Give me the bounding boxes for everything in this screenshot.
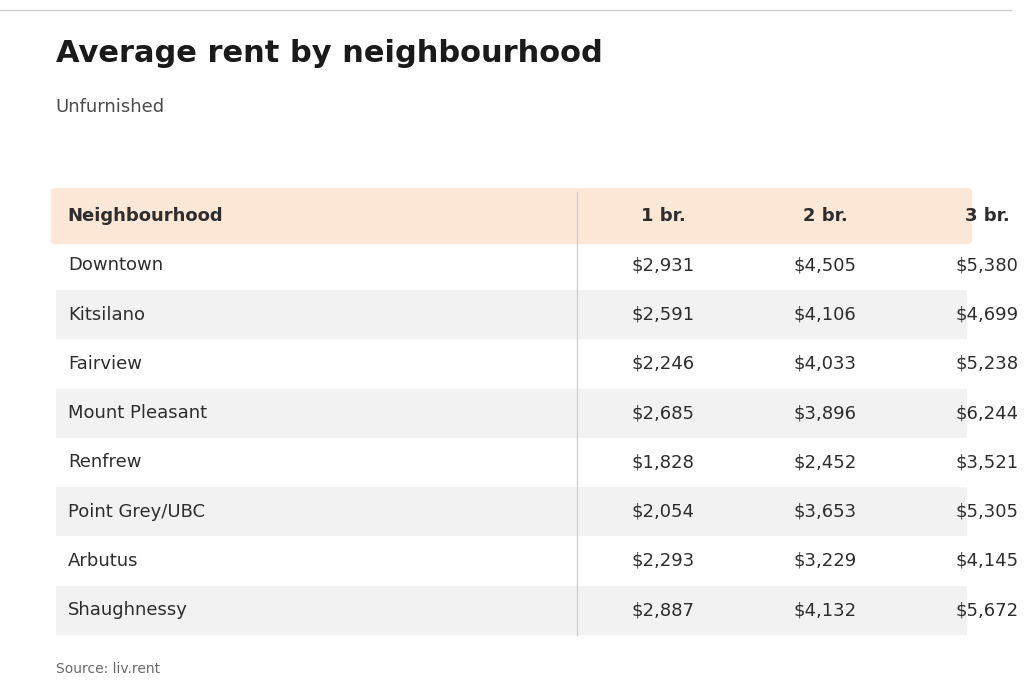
Text: Downtown: Downtown bbox=[68, 256, 163, 274]
Text: Fairview: Fairview bbox=[68, 355, 141, 373]
Text: $4,033: $4,033 bbox=[794, 355, 856, 373]
Text: Average rent by neighbourhood: Average rent by neighbourhood bbox=[55, 40, 602, 68]
Text: $4,505: $4,505 bbox=[794, 256, 856, 274]
Text: $3,653: $3,653 bbox=[794, 503, 856, 521]
Bar bbox=[55, 290, 967, 339]
Text: Renfrew: Renfrew bbox=[68, 453, 141, 471]
Bar bbox=[55, 339, 967, 389]
Text: $5,672: $5,672 bbox=[955, 601, 1019, 619]
Bar bbox=[55, 241, 967, 290]
Text: Arbutus: Arbutus bbox=[68, 552, 138, 570]
Text: $2,591: $2,591 bbox=[632, 306, 694, 324]
Text: $3,229: $3,229 bbox=[794, 552, 857, 570]
Text: $5,380: $5,380 bbox=[955, 256, 1019, 274]
Text: 3 br.: 3 br. bbox=[965, 207, 1010, 225]
Text: $4,106: $4,106 bbox=[794, 306, 856, 324]
Text: $2,293: $2,293 bbox=[632, 552, 694, 570]
Text: Unfurnished: Unfurnished bbox=[55, 98, 165, 116]
Text: $3,896: $3,896 bbox=[794, 404, 856, 422]
Text: $2,685: $2,685 bbox=[632, 404, 694, 422]
Text: $2,452: $2,452 bbox=[794, 453, 857, 471]
Text: Shaughnessy: Shaughnessy bbox=[68, 601, 187, 619]
Text: Mount Pleasant: Mount Pleasant bbox=[68, 404, 207, 422]
Text: Point Grey/UBC: Point Grey/UBC bbox=[68, 503, 205, 521]
Text: $6,244: $6,244 bbox=[955, 404, 1019, 422]
Bar bbox=[55, 438, 967, 487]
Text: $2,931: $2,931 bbox=[632, 256, 694, 274]
Text: $4,699: $4,699 bbox=[955, 306, 1019, 324]
Text: $2,246: $2,246 bbox=[632, 355, 694, 373]
Text: $2,054: $2,054 bbox=[632, 503, 694, 521]
Text: $1,828: $1,828 bbox=[632, 453, 694, 471]
Text: $5,305: $5,305 bbox=[955, 503, 1019, 521]
Text: $5,238: $5,238 bbox=[955, 355, 1019, 373]
Text: $3,521: $3,521 bbox=[955, 453, 1019, 471]
Text: Neighbourhood: Neighbourhood bbox=[68, 207, 223, 225]
Bar bbox=[55, 586, 967, 635]
Text: Kitsilano: Kitsilano bbox=[68, 306, 144, 324]
Text: $4,145: $4,145 bbox=[955, 552, 1019, 570]
Text: 2 br.: 2 br. bbox=[803, 207, 848, 225]
Bar bbox=[55, 536, 967, 586]
Text: $4,132: $4,132 bbox=[794, 601, 856, 619]
Bar bbox=[55, 389, 967, 438]
Text: $2,887: $2,887 bbox=[632, 601, 694, 619]
Text: Source: liv.rent: Source: liv.rent bbox=[55, 662, 160, 676]
FancyBboxPatch shape bbox=[50, 188, 972, 244]
Bar bbox=[55, 487, 967, 536]
Text: 1 br.: 1 br. bbox=[641, 207, 685, 225]
